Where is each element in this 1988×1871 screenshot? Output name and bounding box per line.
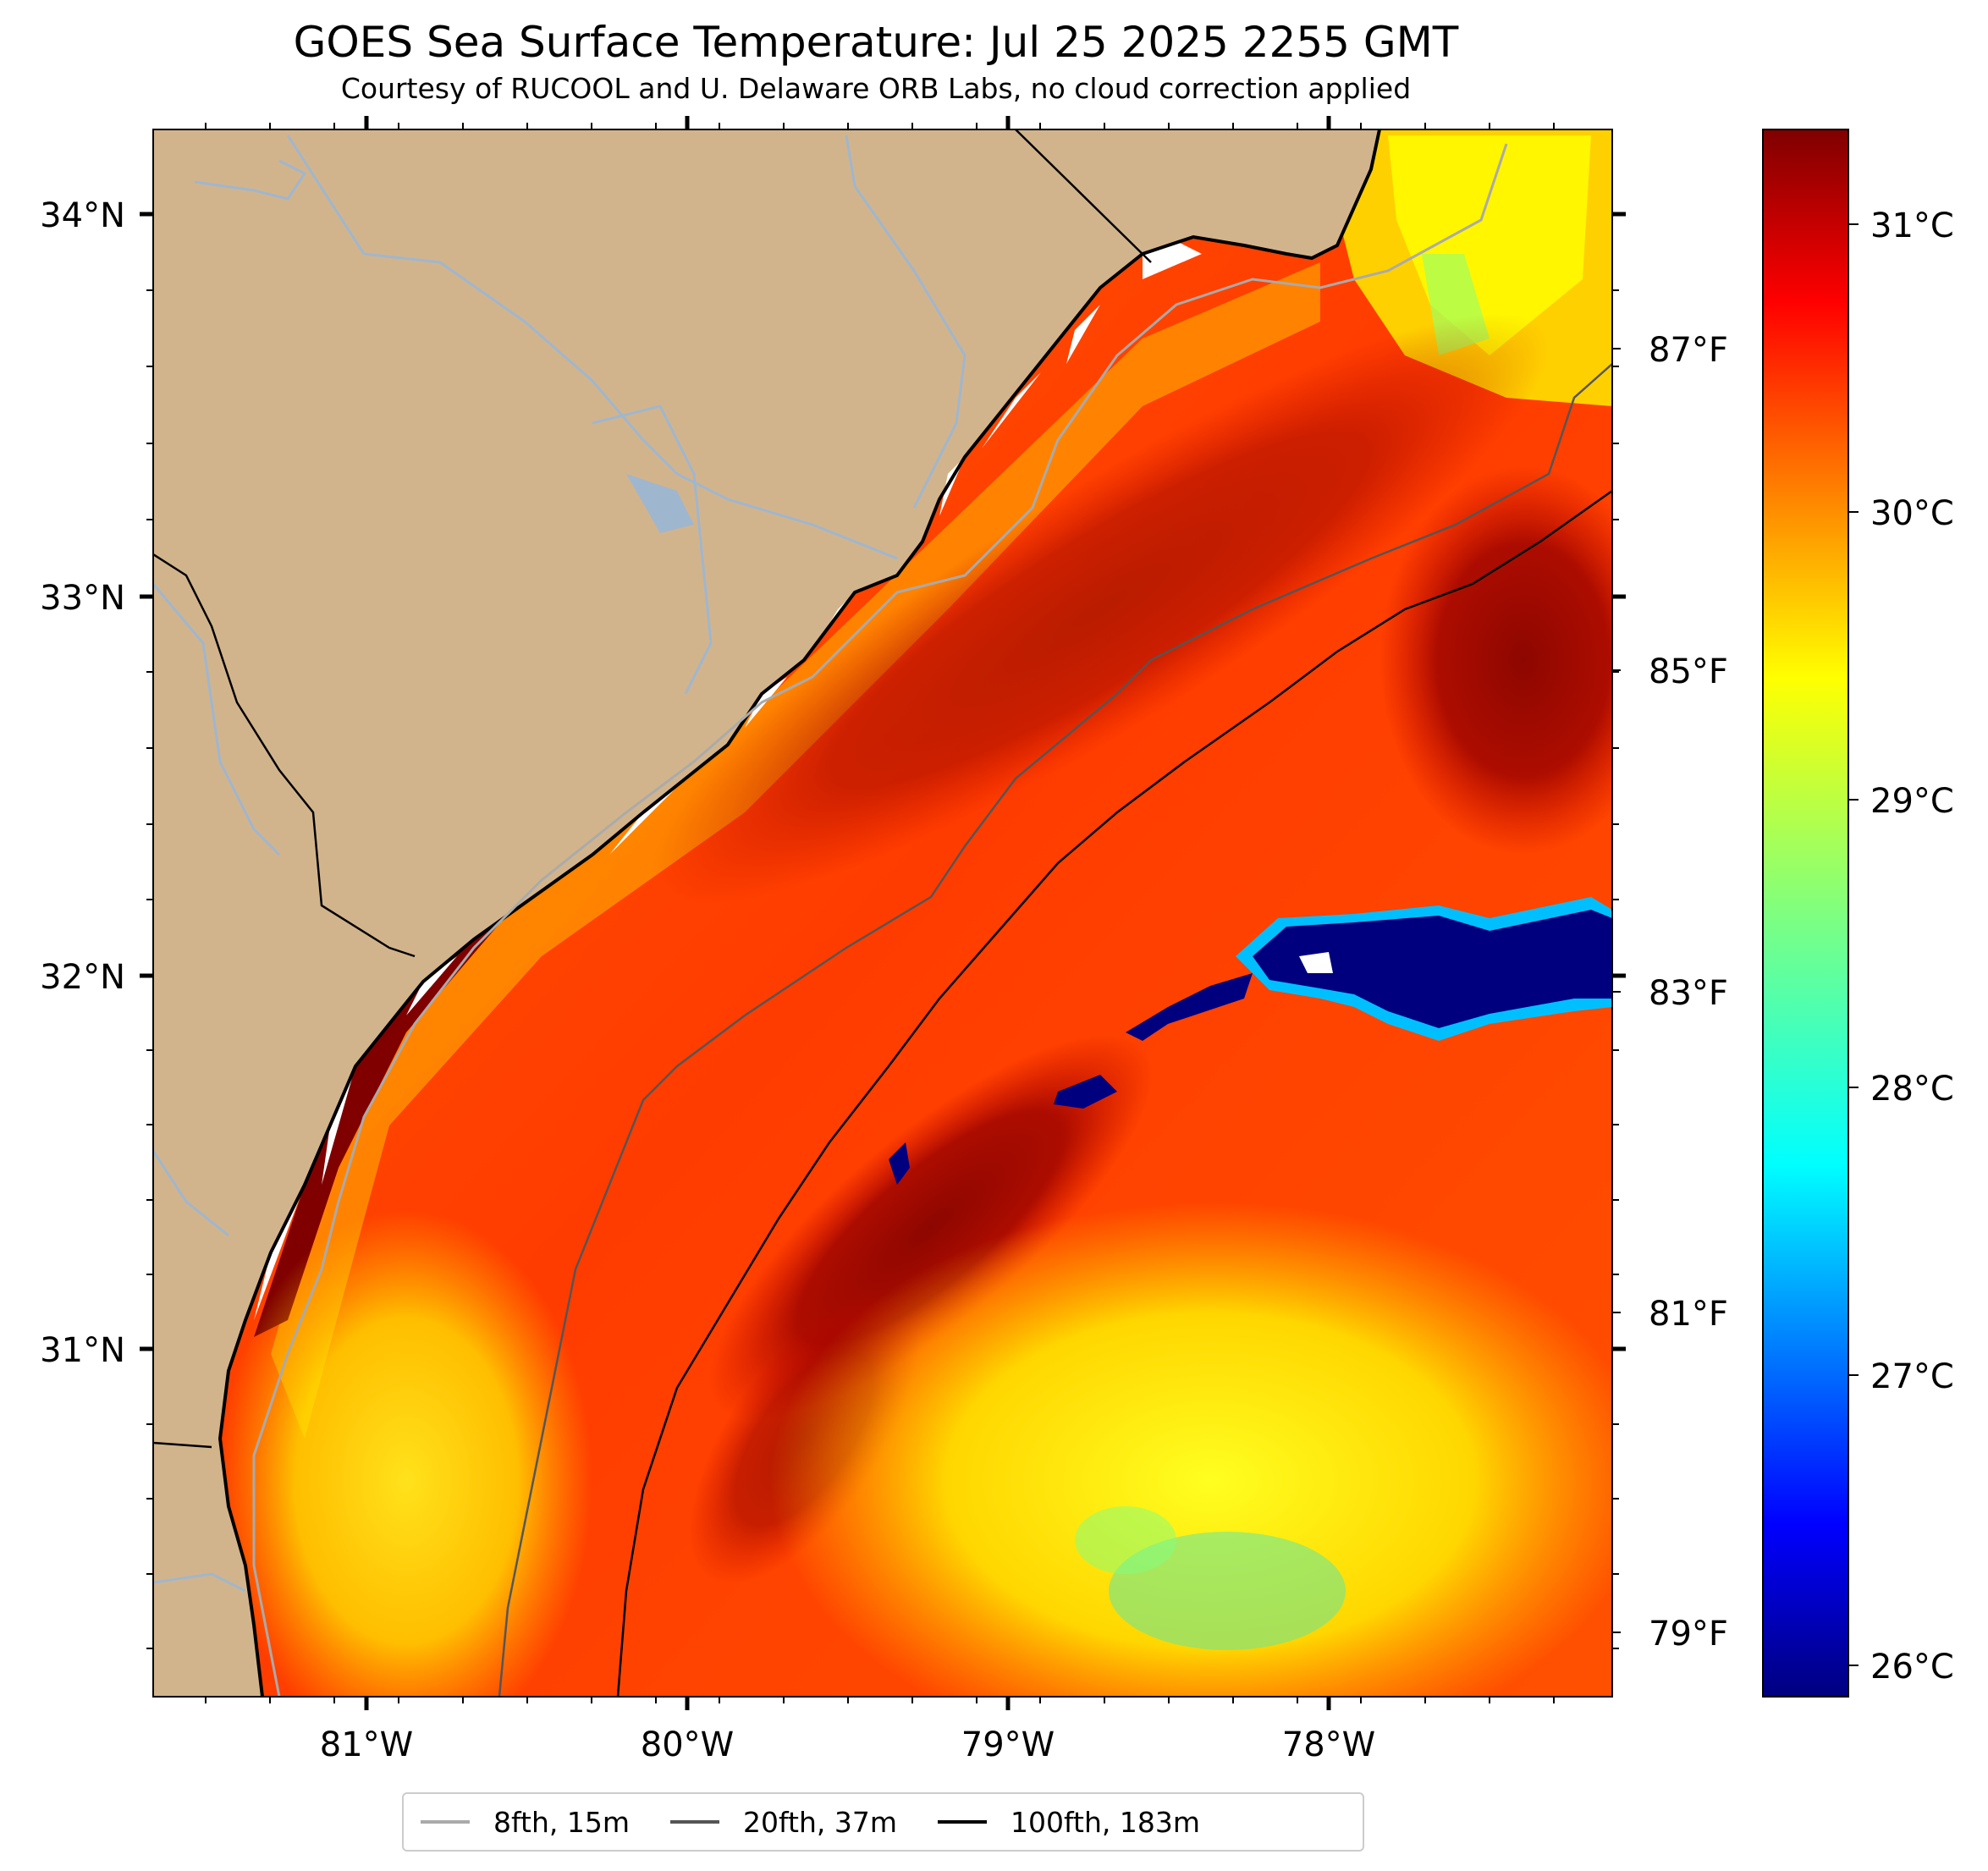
lon-label-79: 79°W: [961, 1725, 1055, 1764]
lat-label-33: 33°N: [40, 579, 125, 618]
f-label-83: 83°F: [1649, 974, 1728, 1013]
legend-label-20fth: 20fth, 37m: [743, 1805, 898, 1839]
gulf-stream-hot-core: [1379, 465, 1612, 855]
lat-label-31: 31°N: [40, 1331, 125, 1370]
state-border-nc-sc: [1015, 129, 1152, 263]
lon-major-ticks: [364, 116, 1331, 1710]
legend-line-100fth: [938, 1820, 988, 1824]
c-label-31: 31°C: [1870, 206, 1954, 245]
state-border-sc-ga: [153, 553, 416, 958]
legend-line-8fth: [421, 1820, 470, 1824]
colorbar-ticks: [1848, 223, 1859, 1666]
lon-label-80: 80°W: [641, 1725, 734, 1764]
state-border-ga-fl: [153, 1441, 212, 1449]
map-area: [153, 129, 1612, 1697]
lon-label-81: 81°W: [320, 1725, 413, 1764]
c-label-26: 26°C: [1870, 1648, 1954, 1687]
isobath-8fth: [252, 143, 1508, 1697]
legend-label-8fth: 8fth, 15m: [493, 1805, 631, 1839]
f-label-81: 81°F: [1649, 1295, 1728, 1334]
minor-ticks: [146, 123, 1619, 1703]
map-frame: [152, 129, 1613, 1698]
legend-label-100fth: 100fth, 183m: [1011, 1805, 1201, 1839]
c-label-27: 27°C: [1870, 1357, 1954, 1396]
lon-label-78: 78°W: [1282, 1725, 1375, 1764]
c-label-30: 30°C: [1870, 494, 1954, 533]
map-title: GOES Sea Surface Temperature: Jul 25 202…: [293, 18, 1459, 67]
lat-major-ticks: [140, 212, 1626, 1351]
legend-line-20fth: [670, 1820, 720, 1824]
legend-item-8fth: 8fth, 15m: [421, 1806, 630, 1839]
coastline: [218, 129, 1381, 1697]
c-label-29: 29°C: [1870, 782, 1954, 821]
f-label-85: 85°F: [1649, 652, 1728, 691]
land: [153, 129, 1379, 1697]
lat-label-32: 32°N: [40, 958, 125, 997]
f-label-79: 79°F: [1649, 1615, 1728, 1654]
f-label-87: 87°F: [1649, 331, 1728, 370]
colorbar: [1762, 129, 1849, 1698]
c-label-28: 28°C: [1870, 1070, 1954, 1109]
legend-item-100fth: 100fth, 183m: [938, 1806, 1200, 1839]
cold-patch: [1253, 910, 1612, 1028]
isobath-100fth: [616, 489, 1612, 1697]
lat-label-34: 34°N: [40, 196, 125, 235]
fahrenheit-ticks: [1612, 348, 1621, 1633]
southern-cool-pool: [770, 1202, 1612, 1697]
rivers: [153, 135, 966, 1593]
isobath-20fth: [498, 363, 1612, 1697]
legend-item-20fth: 20fth, 37m: [670, 1806, 897, 1839]
isobath-legend: 8fth, 15m 20fth, 37m 100fth, 183m: [402, 1792, 1364, 1852]
map-subtitle: Courtesy of RUCOOL and U. Delaware ORB L…: [340, 72, 1412, 105]
